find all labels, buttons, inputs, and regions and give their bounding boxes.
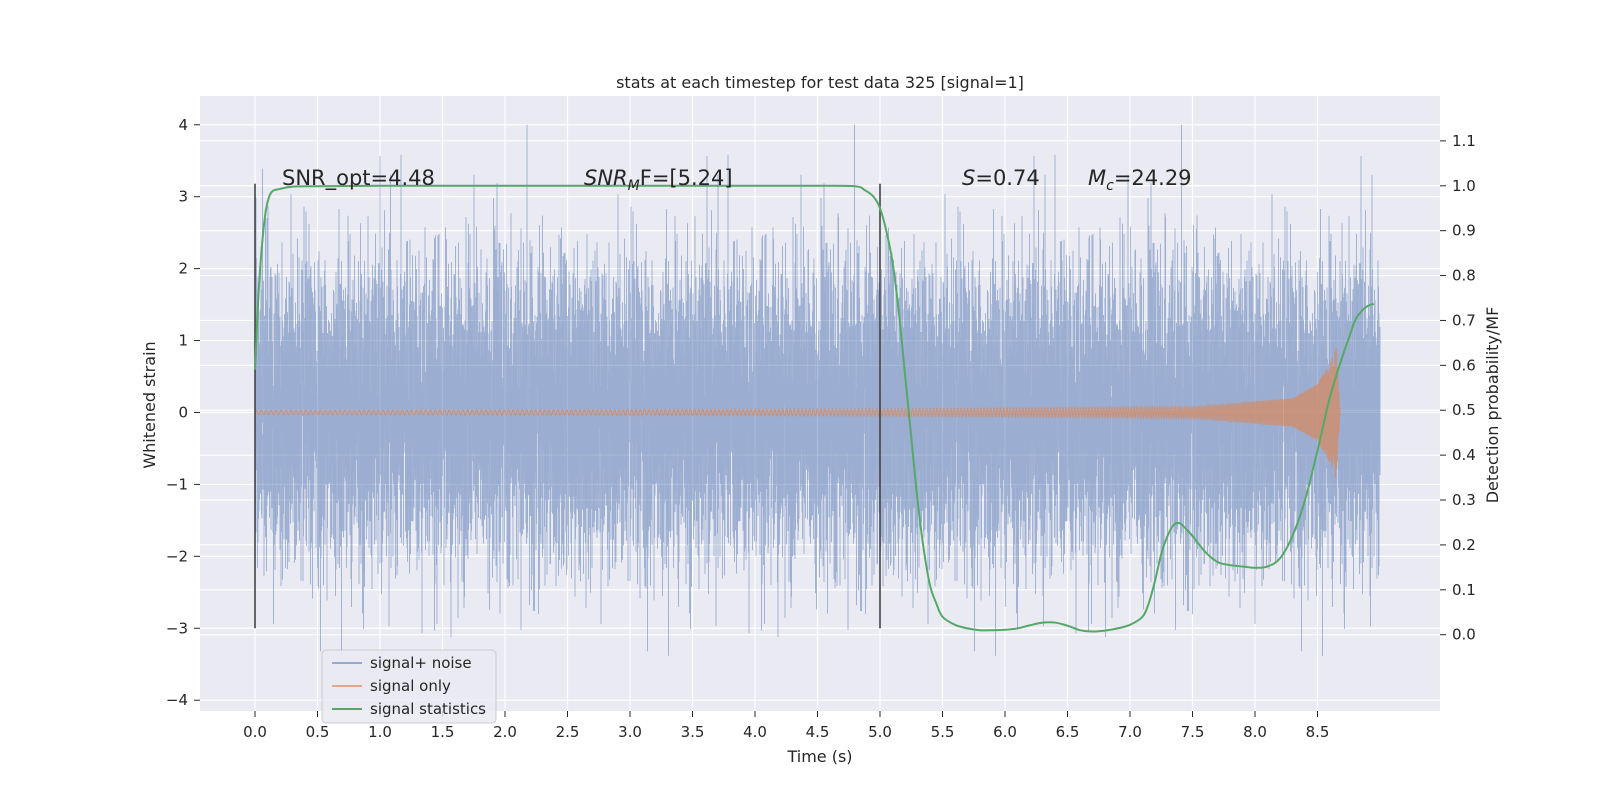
- x-tick-label-7: 3.5: [681, 723, 705, 741]
- x-tick-label-2: 1.0: [368, 723, 392, 741]
- x-tick-label-0: 0.0: [243, 723, 267, 741]
- y2-tick-label-11: 1.1: [1452, 132, 1476, 150]
- chart-title: stats at each timestep for test data 325…: [616, 73, 1024, 92]
- legend-box: [321, 649, 497, 724]
- x-tick-label-3: 1.5: [431, 723, 455, 741]
- legend-label-noise: signal+ noise: [370, 654, 472, 672]
- y2-axis-ticks: 0.0 0.1 0.2 0.3 0.4 0.5 0.6 0.7 0.8 0.9 1.0 1.1: [1440, 132, 1476, 644]
- s-main: S: [962, 166, 975, 190]
- snr-mf-main: SNR: [584, 166, 628, 190]
- x-tick-label-6: 3.0: [618, 723, 642, 741]
- mc-sub: c: [1106, 178, 1114, 194]
- x-tick-label-12: 6.0: [993, 723, 1017, 741]
- y-tick-label-5: 1: [178, 332, 188, 350]
- y-tick-label-2: −2: [166, 547, 188, 565]
- snr-mf-annotation: SNRMF=[5.24]: [584, 166, 733, 194]
- x-tick-label-11: 5.5: [931, 723, 955, 741]
- mc-rest: =24.29: [1114, 166, 1192, 190]
- legend: signal+ noise signal only signal statist…: [321, 649, 497, 724]
- x-tick-label-4: 2.0: [493, 723, 517, 741]
- y-tick-label-7: 3: [178, 188, 188, 206]
- signal-statistics-series: [254, 184, 1375, 633]
- snr-opt-annotation: SNR_opt=4.48: [282, 166, 435, 191]
- y2-tick-label-2: 0.2: [1452, 536, 1476, 554]
- snr-mf-sub: M: [628, 178, 640, 194]
- y-tick-label-0: −4: [166, 691, 188, 709]
- y2-tick-label-7: 0.7: [1452, 311, 1476, 329]
- y2-tick-label-1: 0.1: [1452, 581, 1476, 599]
- x-axis-label: Time (s): [786, 747, 852, 766]
- y2-tick-label-9: 0.9: [1452, 222, 1476, 240]
- x-tick-label-1: 0.5: [306, 723, 330, 741]
- x-tick-label-5: 2.5: [556, 723, 580, 741]
- mc-main: M: [1088, 166, 1106, 190]
- y-tick-label-4: 0: [178, 403, 188, 421]
- y2-tick-label-10: 1.0: [1452, 177, 1476, 195]
- y-tick-label-3: −1: [166, 475, 188, 493]
- y-axis-label: Whitened strain: [140, 341, 159, 468]
- vertical-markers: [254, 183, 881, 629]
- y2-tick-label-3: 0.3: [1452, 491, 1476, 509]
- y-tick-label-6: 2: [178, 260, 188, 278]
- mc-annotation: Mc=24.29: [1088, 166, 1192, 194]
- s-annotation: S=0.74: [962, 166, 1040, 190]
- x-tick-label-15: 7.5: [1181, 723, 1205, 741]
- x-tick-label-9: 4.5: [806, 723, 830, 741]
- s-rest: =0.74: [975, 166, 1039, 190]
- x-tick-label-16: 8.0: [1243, 723, 1267, 741]
- y2-tick-label-4: 0.4: [1452, 446, 1476, 464]
- y-tick-label-8: 4: [178, 116, 188, 134]
- signal-only-series: [254, 347, 1341, 479]
- legend-label-signal: signal only: [370, 677, 451, 695]
- y2-tick-label-6: 0.6: [1452, 356, 1476, 374]
- y2-tick-label-8: 0.8: [1452, 267, 1476, 285]
- y-tick-label-1: −3: [166, 619, 188, 637]
- y2-tick-label-5: 0.5: [1452, 401, 1476, 419]
- legend-label-stats: signal statistics: [370, 700, 486, 718]
- x-tick-label-10: 5.0: [868, 723, 892, 741]
- x-tick-label-17: 8.5: [1306, 723, 1330, 741]
- y2-axis-label: Detection probability/MF: [1483, 307, 1502, 504]
- x-axis-ticks: 0.0 0.5 1.0 1.5 2.0 2.5 3.0 3.5 4.0 4.5 5.0 5.5 6.0 6…: [243, 711, 1329, 741]
- x-tick-label-8: 4.0: [743, 723, 767, 741]
- y-axis-ticks: −4 −3 −2 −1 0 1 2 3 4: [166, 116, 200, 709]
- x-tick-label-13: 6.5: [1056, 723, 1080, 741]
- y2-tick-label-0: 0.0: [1452, 626, 1476, 644]
- snr-mf-rest: F=[5.24]: [640, 166, 733, 190]
- x-tick-label-14: 7.0: [1118, 723, 1142, 741]
